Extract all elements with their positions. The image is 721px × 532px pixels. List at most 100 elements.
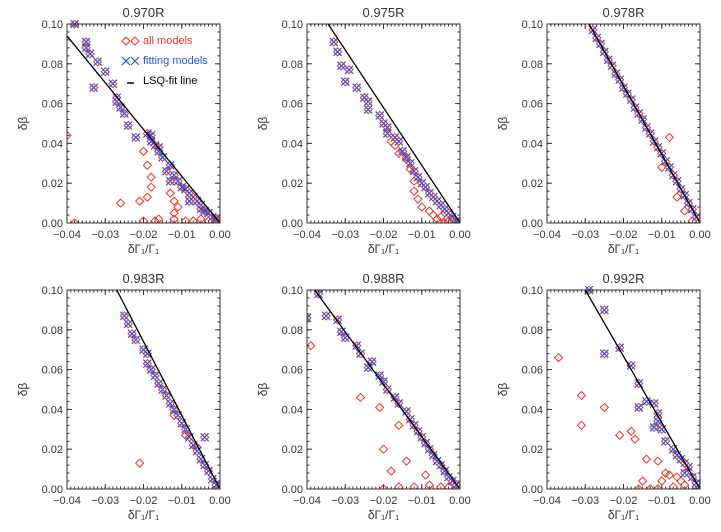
x-tick-label: −0.01	[168, 495, 196, 507]
fitting-models-point	[661, 436, 670, 446]
x-tick-label: −0.02	[370, 229, 398, 241]
fitting-models-point	[329, 37, 339, 47]
x-tick-label: −0.03	[331, 229, 359, 241]
legend-cross-icon	[130, 56, 140, 66]
y-tick-label: 0.00	[522, 218, 543, 230]
all-models-point	[154, 146, 164, 157]
all-models-point	[169, 170, 179, 180]
y-tick-label: 0.06	[522, 99, 543, 111]
fitting-models-point	[363, 97, 373, 107]
y-tick-label: 0.04	[522, 404, 543, 416]
all-models-point	[660, 436, 671, 446]
all-models-point	[123, 120, 133, 131]
fitting-models-point	[162, 391, 171, 400]
all-models-point	[134, 458, 145, 468]
y-tick-label: 0.10	[522, 285, 543, 297]
fitting-models-point	[379, 377, 388, 386]
all-models-point	[394, 420, 404, 431]
panel-0.970R: 0.970R 0.00 0.02 0.04 0.06 0.08 0.10 −0.04 −0.03…	[16, 5, 231, 256]
y-tick-label: 0.02	[522, 178, 543, 190]
all-models-point	[630, 102, 640, 113]
y-tick-label: 0.02	[42, 178, 63, 190]
all-models-point	[576, 420, 587, 431]
all-models-point	[409, 482, 419, 489]
all-models-point	[649, 136, 659, 147]
all-models-point	[641, 122, 652, 133]
all-models-point	[664, 470, 675, 480]
fitting-models-point	[119, 311, 129, 321]
all-models-point	[634, 378, 644, 389]
all-models-point	[173, 202, 183, 212]
all-models-point	[165, 176, 175, 186]
x-axis-label: δΓ₁/Γ₁	[128, 242, 159, 256]
all-models-point	[630, 434, 640, 444]
panel-title: 0.975R	[363, 5, 405, 20]
y-tick-label: 0.06	[282, 99, 303, 111]
all-models-point	[382, 384, 393, 395]
y-axis-label: δβ	[256, 117, 270, 131]
x-tick-label: −0.04	[533, 229, 561, 241]
all-models-point	[626, 426, 636, 436]
panel-0.983R: 0.983R 0.00 0.02 0.04 0.06 0.08 0.10 −0.04 −0.03…	[16, 271, 231, 522]
all-models-point	[340, 77, 350, 87]
all-models-point	[691, 212, 701, 222]
fitting-models-point	[337, 61, 346, 71]
all-models-point	[332, 47, 343, 57]
all-models-point	[436, 482, 446, 489]
fitting-models-point	[123, 319, 133, 329]
all-models-point	[417, 202, 427, 212]
fitting-models-point	[691, 482, 701, 489]
all-models-point	[100, 67, 110, 77]
all-models-point	[307, 313, 312, 323]
all-models-point	[653, 456, 663, 466]
all-models-point	[592, 33, 602, 43]
y-tick-label: 0.04	[42, 404, 63, 416]
fitting-models-point	[119, 109, 129, 118]
all-models-point	[146, 172, 156, 182]
y-tick-label: 0.08	[282, 59, 303, 71]
all-models-point	[394, 482, 404, 489]
all-models-point	[553, 352, 564, 363]
x-tick-label: −0.02	[610, 229, 638, 241]
lsq-fit-line	[584, 289, 701, 489]
all-models-point	[584, 286, 594, 295]
all-models-point	[439, 218, 450, 223]
y-axis-label: δβ	[16, 117, 30, 131]
all-models-point	[420, 438, 431, 448]
all-models-point	[142, 160, 153, 170]
all-models-point	[134, 196, 145, 206]
all-models-point	[196, 214, 206, 223]
all-models-point	[428, 450, 438, 460]
all-models-point	[131, 132, 141, 143]
y-tick-label: 0.06	[282, 365, 303, 377]
lsq-fit-line	[314, 289, 461, 489]
all-models-point	[660, 156, 671, 167]
y-axis-label: δβ	[496, 117, 510, 131]
y-tick-label: 0.06	[42, 99, 63, 111]
all-models-point	[169, 404, 179, 415]
all-models-point	[691, 482, 701, 489]
all-models-point	[382, 122, 393, 133]
y-tick-label: 0.02	[282, 178, 303, 190]
panel-0.978R: 0.978R 0.00 0.02 0.04 0.06 0.08 0.10 −0.04 −0.03…	[496, 5, 711, 256]
fitting-models-point	[123, 121, 133, 130]
plot-frame	[306, 289, 461, 490]
plot-area	[588, 23, 701, 223]
all-models-point	[352, 82, 362, 93]
panel-title: 0.983R	[123, 271, 165, 286]
all-models-point	[169, 208, 179, 218]
all-models-point	[146, 364, 156, 375]
all-models-point	[413, 194, 423, 204]
all-models-point	[420, 470, 431, 480]
plot-frame	[66, 23, 221, 224]
all-models-point	[211, 480, 221, 489]
fitting-models-point	[321, 311, 331, 321]
x-tick-label: −0.01	[408, 229, 436, 241]
fitting-models-point	[100, 67, 110, 77]
y-tick-label: 0.00	[42, 484, 63, 496]
x-tick-label: −0.02	[610, 495, 638, 507]
fitting-models-point	[158, 152, 168, 162]
legend-fitting-models: fitting models	[143, 55, 208, 67]
y-tick-label: 0.04	[42, 138, 63, 150]
fitting-models-point	[649, 399, 659, 408]
